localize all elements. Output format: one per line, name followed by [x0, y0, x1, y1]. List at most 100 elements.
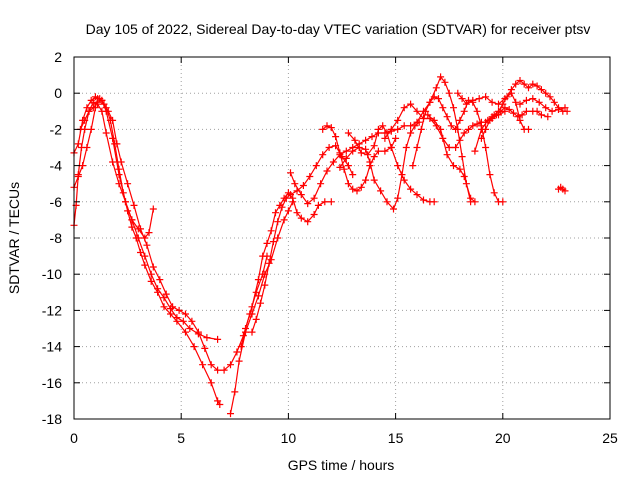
data-point-track-8 — [437, 73, 445, 81]
y-tick-labels: 2 0 -2 -4 -6 -8 -10 -12 -14 -16 -18 — [42, 49, 62, 427]
data-point-track-5 — [267, 256, 275, 264]
data-point-track-13 — [490, 189, 498, 197]
data-point-track-13 — [482, 144, 490, 151]
data-point-track-4 — [137, 225, 144, 233]
series-track-13 — [412, 96, 504, 203]
data-point-track-17 — [529, 80, 537, 88]
data-point-track-6 — [242, 325, 249, 332]
data-point-track-5 — [227, 410, 234, 418]
x-tick-label: 0 — [70, 430, 78, 446]
x-axis-label: GPS time / hours — [288, 457, 395, 473]
data-point-track-18 — [561, 104, 569, 112]
data-point-track-17 — [482, 125, 490, 133]
data-point-track-6 — [304, 218, 312, 226]
data-point-track-10 — [377, 187, 385, 195]
data-point-track-14 — [456, 165, 464, 173]
data-point-track-8 — [362, 136, 370, 144]
data-point-track-12 — [452, 144, 460, 151]
data-point-track-17 — [546, 93, 554, 101]
data-point-track-10 — [390, 205, 397, 213]
data-point-track-8 — [323, 167, 331, 175]
data-point-track-15 — [482, 93, 490, 101]
data-point-track-4 — [201, 344, 209, 352]
data-point-track-6 — [263, 239, 271, 247]
data-point-track-3 — [207, 379, 215, 387]
data-point-track-3 — [94, 98, 102, 106]
data-point-track-12 — [465, 125, 472, 133]
data-point-track-12 — [407, 100, 415, 108]
data-point-track-10 — [370, 176, 378, 184]
data-point-track-7 — [278, 203, 286, 211]
x-tick-label: 5 — [177, 430, 185, 446]
data-point-track-13 — [413, 144, 421, 151]
data-point-track-16 — [514, 113, 522, 121]
data-point-track-13 — [456, 116, 464, 124]
data-point-track-13 — [486, 171, 494, 179]
y-tick-label: -2 — [50, 121, 63, 137]
y-tick-label: -16 — [42, 375, 62, 391]
data-point-track-6 — [327, 198, 335, 206]
data-point-track-2 — [79, 162, 87, 170]
data-point-track-9 — [392, 134, 400, 142]
data-point-track-3 — [182, 328, 189, 336]
data-point-track-11 — [413, 191, 421, 199]
data-point-track-17 — [499, 100, 507, 108]
data-point-track-8 — [445, 89, 453, 97]
data-point-track-13 — [439, 104, 447, 112]
data-point-track-11 — [400, 176, 408, 184]
data-point-track-4 — [87, 96, 95, 104]
data-point-track-4 — [207, 361, 215, 369]
data-point-track-3 — [132, 234, 140, 242]
data-point-track-11 — [351, 136, 359, 144]
data-point-track-15 — [488, 98, 496, 106]
data-point-track-14 — [471, 198, 479, 206]
data-point-track-13 — [460, 107, 468, 115]
data-point-track-15 — [462, 100, 470, 108]
data-point-track-16 — [505, 106, 513, 113]
chart-title: Day 105 of 2022, Sidereal Day-to-day VTE… — [86, 21, 591, 37]
data-point-track-4 — [130, 201, 138, 209]
data-point-track-18 — [548, 107, 556, 115]
data-point-track-1 — [179, 317, 187, 325]
data-point-track-17 — [525, 84, 532, 92]
data-point-track-1 — [203, 334, 211, 342]
x-tick-label: 15 — [388, 430, 404, 446]
y-tick-label: -4 — [50, 158, 63, 174]
data-point-track-16 — [522, 107, 530, 115]
data-point-track-14 — [424, 111, 432, 119]
data-point-track-15 — [525, 125, 532, 133]
data-point-track-17 — [486, 116, 494, 124]
data-point-track-16 — [518, 111, 526, 119]
data-point-track-2 — [87, 125, 95, 133]
data-point-track-14 — [443, 151, 451, 159]
series-track-4 — [73, 96, 268, 371]
data-point-track-9 — [336, 149, 344, 157]
data-point-track-10 — [342, 154, 350, 162]
axis-ticks — [73, 56, 611, 420]
data-point-track-9 — [374, 147, 382, 155]
data-point-track-17 — [507, 86, 515, 94]
data-point-track-2 — [83, 144, 91, 151]
data-point-track-12 — [387, 125, 395, 133]
data-point-track-12 — [394, 116, 402, 124]
y-tick-label: -12 — [42, 302, 62, 318]
data-point-track-7 — [287, 191, 294, 199]
y-tick-label: -6 — [50, 194, 63, 210]
data-point-track-13 — [417, 125, 425, 133]
data-point-track-11 — [357, 149, 365, 157]
data-point-track-9 — [349, 185, 357, 193]
data-point-track-9 — [327, 124, 335, 132]
data-point-track-12 — [473, 120, 481, 128]
data-point-track-6 — [293, 209, 301, 217]
data-point-track-11 — [394, 162, 402, 170]
data-point-track-7 — [282, 194, 290, 202]
data-point-track-8 — [287, 169, 294, 177]
series-track-2 — [73, 98, 154, 239]
data-point-track-7 — [265, 259, 273, 267]
data-point-track-13 — [430, 93, 438, 101]
data-point-track-14 — [437, 125, 445, 133]
data-point-track-11 — [387, 144, 395, 151]
data-point-track-4 — [96, 95, 104, 103]
data-point-track-9 — [319, 125, 327, 133]
